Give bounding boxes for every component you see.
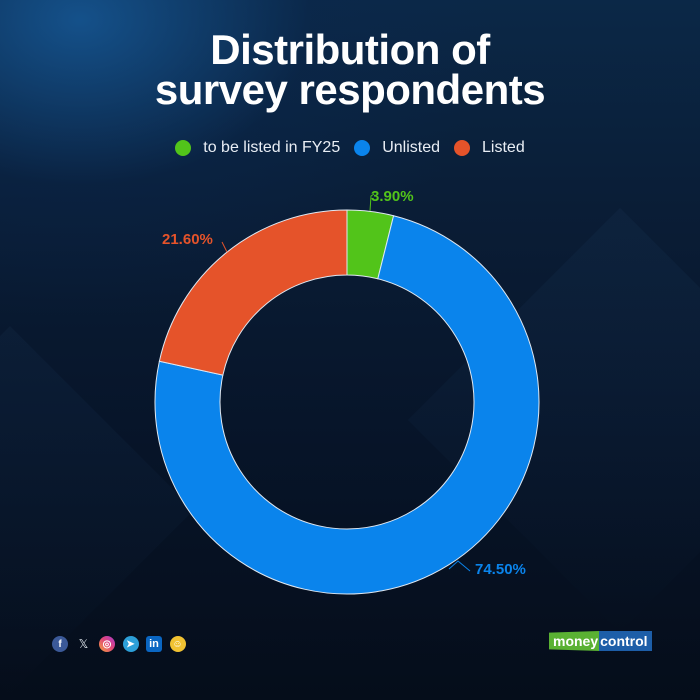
legend-item-to-be-listed: to be listed in FY25 bbox=[175, 139, 340, 157]
linkedin-icon[interactable]: in bbox=[146, 636, 162, 652]
legend-label: Listed bbox=[482, 139, 525, 156]
moneycontrol-logo: money control bbox=[549, 631, 652, 651]
chart-title-line-1: Distribution of bbox=[210, 26, 490, 73]
chart-title-line-2: survey respondents bbox=[154, 66, 546, 113]
legend-dot-icon bbox=[175, 140, 192, 156]
data-label-to-be-listed: 3.90% bbox=[371, 188, 414, 205]
leader-line-listed bbox=[221, 241, 228, 253]
legend-dot-icon bbox=[454, 140, 471, 156]
legend-dot-icon bbox=[354, 140, 371, 156]
leader-line-unlisted bbox=[448, 560, 471, 572]
social-icons: f 𝕏 ◎ ➤ in ☺ bbox=[52, 636, 193, 652]
donut-segment-listed bbox=[158, 209, 348, 376]
donut-segment-unlisted bbox=[154, 215, 540, 595]
telegram-icon[interactable]: ➤ bbox=[122, 636, 139, 652]
leader-line-to-be-listed bbox=[369, 193, 375, 212]
legend-label: Unlisted bbox=[382, 139, 441, 156]
instagram-icon[interactable]: ◎ bbox=[99, 636, 115, 652]
x-twitter-icon[interactable]: 𝕏 bbox=[78, 637, 89, 651]
legend-item-unlisted: Unlisted bbox=[354, 139, 440, 157]
legend-label: to be listed in FY25 bbox=[203, 139, 341, 156]
data-label-unlisted: 74.50% bbox=[475, 561, 526, 578]
data-label-listed: 21.60% bbox=[162, 231, 213, 248]
legend-item-listed: Listed bbox=[454, 139, 525, 157]
logo-part-money: money bbox=[549, 631, 600, 651]
donut-segments bbox=[154, 209, 540, 595]
chart-legend: to be listed in FY25 Unlisted Listed bbox=[0, 139, 700, 157]
chart-title: Distribution of survey respondents bbox=[0, 26, 700, 113]
snapchat-icon[interactable]: ☺ bbox=[169, 636, 186, 652]
facebook-icon[interactable]: f bbox=[52, 636, 68, 652]
logo-part-control: control bbox=[599, 631, 652, 651]
